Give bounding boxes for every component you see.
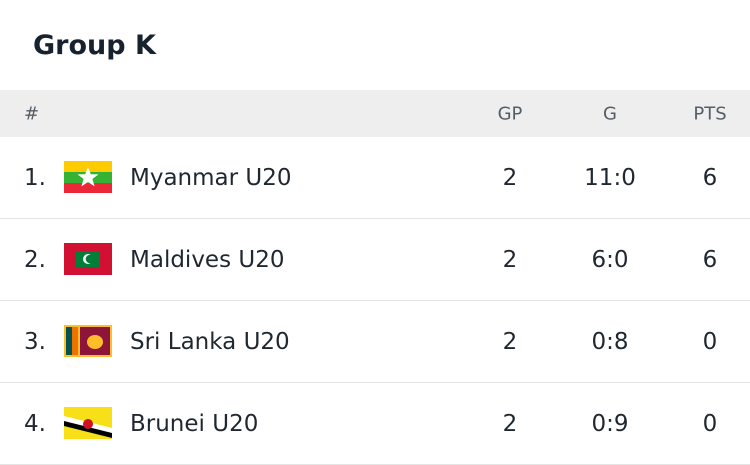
table-row[interactable]: 2. Maldives U20 2 6:0 6 <box>0 219 750 301</box>
flag <box>64 243 112 275</box>
team-name: Myanmar U20 <box>130 164 292 191</box>
games-played: 2 <box>502 246 518 273</box>
points: 6 <box>702 246 718 273</box>
goals: 6:0 <box>591 246 629 273</box>
rank: 3. <box>24 328 46 355</box>
team-name: Maldives U20 <box>130 246 285 273</box>
goals: 0:9 <box>591 410 629 437</box>
points: 0 <box>702 410 718 437</box>
games-played: 2 <box>502 410 518 437</box>
table-row[interactable]: 1. Myanmar U20 2 11:0 6 <box>0 137 750 219</box>
table-row[interactable]: 4. Brunei U20 2 0:9 0 <box>0 383 750 465</box>
rank: 2. <box>24 246 46 273</box>
points: 0 <box>702 328 718 355</box>
group-title: Group K <box>33 30 156 61</box>
flag <box>64 161 112 193</box>
team-name: Brunei U20 <box>130 410 259 437</box>
column-header: GP <box>497 103 523 124</box>
goals: 0:8 <box>591 328 629 355</box>
games-played: 2 <box>502 164 518 191</box>
rank: 1. <box>24 164 46 191</box>
team-name: Sri Lanka U20 <box>130 328 290 355</box>
points: 6 <box>702 164 718 191</box>
table-row[interactable]: 3. Sri Lanka U20 2 0:8 0 <box>0 301 750 383</box>
column-header: G <box>603 103 617 124</box>
column-header: # <box>24 103 40 124</box>
table-header: # GP G PTS <box>0 90 750 137</box>
goals: 11:0 <box>584 164 636 191</box>
games-played: 2 <box>502 328 518 355</box>
flag <box>64 407 112 439</box>
rank: 4. <box>24 410 46 437</box>
flag <box>64 325 112 357</box>
column-header: PTS <box>693 103 727 124</box>
